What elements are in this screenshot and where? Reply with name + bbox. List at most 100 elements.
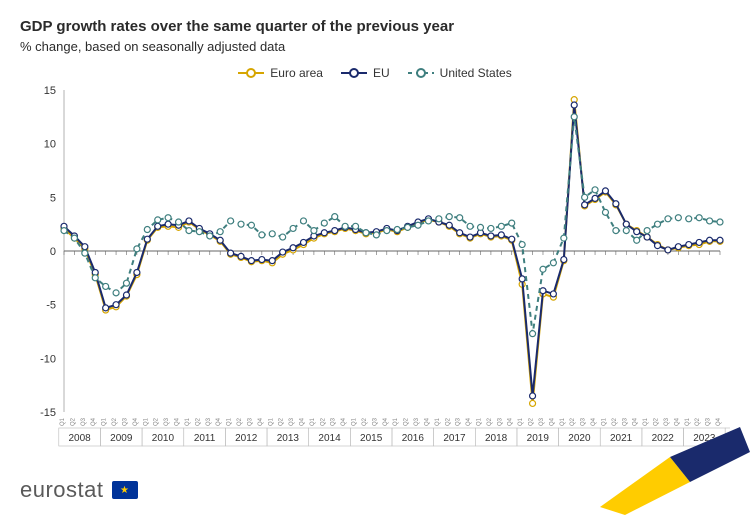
svg-text:Q3: Q3 bbox=[81, 417, 87, 426]
svg-text:Q4: Q4 bbox=[633, 417, 639, 426]
svg-text:10: 10 bbox=[44, 139, 56, 151]
svg-text:Q4: Q4 bbox=[299, 417, 305, 426]
svg-text:Q3: Q3 bbox=[706, 417, 712, 426]
svg-text:2009: 2009 bbox=[110, 433, 133, 444]
svg-text:Q1: Q1 bbox=[268, 417, 274, 426]
svg-text:Q4: Q4 bbox=[466, 417, 472, 426]
legend-item: United States bbox=[408, 66, 512, 80]
eu-flag-icon: ★ bbox=[112, 481, 138, 499]
svg-text:Q3: Q3 bbox=[164, 417, 170, 426]
svg-text:2018: 2018 bbox=[485, 433, 508, 444]
svg-text:2017: 2017 bbox=[443, 433, 466, 444]
legend-label: EU bbox=[373, 66, 390, 80]
svg-text:Q3: Q3 bbox=[497, 417, 503, 426]
svg-text:Q4: Q4 bbox=[341, 417, 347, 426]
svg-text:Q3: Q3 bbox=[456, 417, 462, 426]
svg-text:Q3: Q3 bbox=[372, 417, 378, 426]
svg-text:Q2: Q2 bbox=[612, 417, 618, 426]
svg-text:Q2: Q2 bbox=[654, 417, 660, 426]
svg-text:Q3: Q3 bbox=[622, 417, 628, 426]
svg-text:Q3: Q3 bbox=[247, 417, 253, 426]
svg-text:Q2: Q2 bbox=[362, 417, 368, 426]
svg-text:Q1: Q1 bbox=[102, 417, 108, 426]
svg-text:Q1: Q1 bbox=[185, 417, 191, 426]
svg-text:Q4: Q4 bbox=[216, 417, 222, 426]
svg-text:Q3: Q3 bbox=[206, 417, 212, 426]
svg-text:Q2: Q2 bbox=[529, 417, 535, 426]
svg-text:Q3: Q3 bbox=[539, 417, 545, 426]
chart-container: GDP growth rates over the same quarter o… bbox=[0, 0, 750, 517]
svg-text:2011: 2011 bbox=[194, 433, 216, 444]
svg-text:Q2: Q2 bbox=[279, 417, 285, 426]
svg-text:Q1: Q1 bbox=[601, 417, 607, 426]
svg-text:Q3: Q3 bbox=[289, 417, 295, 426]
svg-text:2019: 2019 bbox=[527, 433, 550, 444]
svg-text:0: 0 bbox=[50, 246, 56, 258]
svg-text:Q4: Q4 bbox=[508, 417, 514, 426]
legend-item: Euro area bbox=[238, 66, 323, 80]
svg-text:Q1: Q1 bbox=[477, 417, 483, 426]
svg-text:Q1: Q1 bbox=[560, 417, 566, 426]
svg-text:Q2: Q2 bbox=[70, 417, 76, 426]
svg-text:Q4: Q4 bbox=[133, 417, 139, 426]
svg-text:15: 15 bbox=[44, 85, 56, 97]
svg-text:Q2: Q2 bbox=[320, 417, 326, 426]
svg-text:Q1: Q1 bbox=[643, 417, 649, 426]
svg-text:Q1: Q1 bbox=[352, 417, 358, 426]
svg-text:Q1: Q1 bbox=[310, 417, 316, 426]
svg-text:2013: 2013 bbox=[277, 433, 300, 444]
svg-text:5: 5 bbox=[50, 192, 56, 204]
svg-text:Q1: Q1 bbox=[685, 417, 691, 426]
svg-text:Q3: Q3 bbox=[581, 417, 587, 426]
svg-text:Q4: Q4 bbox=[424, 417, 430, 426]
svg-text:-5: -5 bbox=[46, 300, 56, 312]
svg-text:Q1: Q1 bbox=[435, 417, 441, 426]
svg-text:Q4: Q4 bbox=[383, 417, 389, 426]
svg-text:Q1: Q1 bbox=[60, 417, 66, 426]
svg-text:Q2: Q2 bbox=[487, 417, 493, 426]
svg-text:2016: 2016 bbox=[402, 433, 425, 444]
svg-text:Q2: Q2 bbox=[404, 417, 410, 426]
svg-text:Q4: Q4 bbox=[549, 417, 555, 426]
svg-text:Q2: Q2 bbox=[445, 417, 451, 426]
svg-text:Q2: Q2 bbox=[570, 417, 576, 426]
legend-label: United States bbox=[440, 66, 512, 80]
swoosh-decoration bbox=[580, 427, 750, 517]
chart-subtitle: % change, based on seasonally adjusted d… bbox=[20, 39, 730, 54]
svg-text:-10: -10 bbox=[40, 353, 56, 365]
legend-label: Euro area bbox=[270, 66, 323, 80]
svg-text:Q3: Q3 bbox=[331, 417, 337, 426]
legend-item: EU bbox=[341, 66, 390, 80]
svg-text:Q2: Q2 bbox=[237, 417, 243, 426]
legend: Euro area EU United States bbox=[20, 66, 730, 80]
svg-text:Q1: Q1 bbox=[227, 417, 233, 426]
svg-text:Q3: Q3 bbox=[414, 417, 420, 426]
svg-text:Q2: Q2 bbox=[154, 417, 160, 426]
svg-text:2015: 2015 bbox=[360, 433, 383, 444]
svg-text:Q3: Q3 bbox=[664, 417, 670, 426]
svg-text:Q2: Q2 bbox=[695, 417, 701, 426]
svg-text:Q4: Q4 bbox=[716, 417, 722, 426]
branding: eurostat ★ bbox=[20, 477, 138, 503]
chart-title: GDP growth rates over the same quarter o… bbox=[20, 18, 730, 35]
svg-text:2014: 2014 bbox=[318, 433, 341, 444]
legend-swatch bbox=[408, 66, 434, 80]
svg-text:Q1: Q1 bbox=[518, 417, 524, 426]
plot-area: -15 -10 -5 0 5 10 15 Q1 Q2 Q3 Q4 Q1 Q2 Q3 Q4 Q1 Q2 Q3 Q4 Q1… bbox=[20, 84, 730, 444]
svg-text:Q1: Q1 bbox=[393, 417, 399, 426]
svg-text:Q4: Q4 bbox=[91, 417, 97, 426]
legend-swatch bbox=[341, 66, 367, 80]
svg-text:Q4: Q4 bbox=[175, 417, 181, 426]
svg-text:-15: -15 bbox=[40, 407, 56, 419]
svg-text:2008: 2008 bbox=[68, 433, 91, 444]
eurostat-logo: eurostat bbox=[20, 477, 104, 503]
legend-swatch bbox=[238, 66, 264, 80]
svg-text:Q4: Q4 bbox=[258, 417, 264, 426]
svg-text:Q3: Q3 bbox=[122, 417, 128, 426]
svg-text:2012: 2012 bbox=[235, 433, 258, 444]
svg-text:Q1: Q1 bbox=[143, 417, 149, 426]
svg-text:Q4: Q4 bbox=[674, 417, 680, 426]
svg-text:Q2: Q2 bbox=[195, 417, 201, 426]
svg-text:2010: 2010 bbox=[152, 433, 175, 444]
svg-text:Q2: Q2 bbox=[112, 417, 118, 426]
